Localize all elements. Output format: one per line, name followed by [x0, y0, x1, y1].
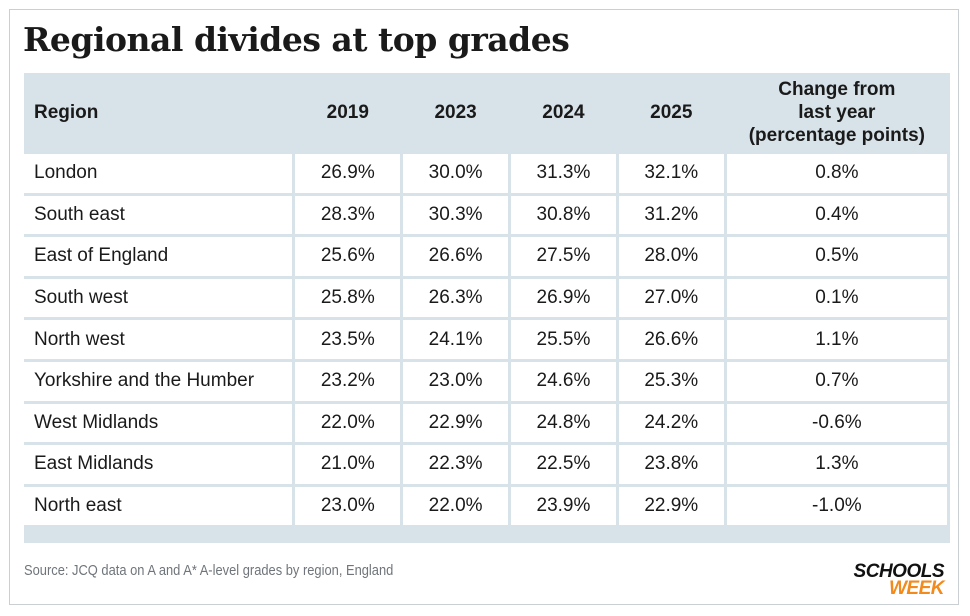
cell-change: 0.4%: [726, 195, 947, 235]
table-row: Yorkshire and the Humber 23.2% 23.0% 24.6% 2…: [24, 361, 947, 401]
cell-2025: 23.8%: [618, 445, 724, 484]
cell-region: North east: [24, 486, 293, 526]
cell-change: 0.5%: [726, 237, 947, 276]
cell-2024: 24.6%: [511, 361, 616, 401]
logo-line-2: WEEK: [889, 578, 945, 599]
cell-2023: 24.1%: [403, 320, 509, 359]
cell-region: Yorkshire and the Humber: [24, 361, 293, 401]
cell-2025: 27.0%: [618, 278, 724, 318]
cell-2019: 26.9%: [295, 154, 401, 193]
cell-change: 0.1%: [726, 278, 947, 318]
chart-title: Regional divides at top grades: [23, 20, 570, 59]
cell-2024: 24.8%: [511, 403, 616, 443]
cell-region: East of England: [24, 237, 293, 276]
header-change-line-1: Change from: [778, 78, 896, 100]
cell-change: 0.8%: [726, 154, 947, 193]
cell-2023: 26.6%: [403, 237, 509, 276]
cell-2025: 28.0%: [618, 237, 724, 276]
cell-2023: 22.9%: [403, 403, 509, 443]
header-2024: 2024: [511, 73, 616, 151]
source-note: Source: JCQ data on A and A* A-level gra…: [24, 562, 394, 579]
cell-2024: 27.5%: [511, 237, 616, 276]
cell-2025: 26.6%: [618, 320, 724, 359]
cell-2023: 23.0%: [403, 361, 509, 401]
cell-2025: 22.9%: [618, 486, 724, 526]
cell-region: North west: [24, 320, 293, 359]
infographic-frame: Regional divides at top grades Region 20…: [9, 9, 959, 605]
cell-2023: 30.0%: [403, 154, 509, 193]
header-2019: 2019: [295, 73, 401, 151]
cell-change: 1.1%: [726, 320, 947, 359]
header-change-line-3: (percentage points): [748, 124, 925, 146]
cell-2024: 22.5%: [511, 445, 616, 484]
data-table: Region 2019 2023 2024 2025 Change from l…: [21, 70, 950, 528]
cell-2024: 25.5%: [511, 320, 616, 359]
cell-2025: 32.1%: [618, 154, 724, 193]
header-2023: 2023: [403, 73, 509, 151]
table-row: South east 28.3% 30.3% 30.8% 31.2% 0.4%: [24, 195, 947, 235]
header-change-line-2: last year: [798, 101, 876, 123]
cell-2024: 26.9%: [511, 278, 616, 318]
cell-2019: 23.5%: [295, 320, 401, 359]
cell-change: 0.7%: [726, 361, 947, 401]
cell-2023: 22.3%: [403, 445, 509, 484]
table-row: East of England 25.6% 26.6% 27.5% 28.0% 0.5%: [24, 237, 947, 276]
cell-2025: 31.2%: [618, 195, 724, 235]
cell-region: South west: [24, 278, 293, 318]
table-row: North west 23.5% 24.1% 25.5% 26.6% 1.1%: [24, 320, 947, 359]
schools-week-logo: SCHOOLS WEEK: [853, 561, 945, 599]
cell-2023: 26.3%: [403, 278, 509, 318]
header-region: Region: [24, 73, 293, 151]
cell-2023: 30.3%: [403, 195, 509, 235]
table-row: West Midlands 22.0% 22.9% 24.8% 24.2% -0.6%: [24, 403, 947, 443]
cell-region: London: [24, 154, 293, 193]
cell-region: East Midlands: [24, 445, 293, 484]
cell-2019: 25.8%: [295, 278, 401, 318]
cell-2019: 25.6%: [295, 237, 401, 276]
cell-region: South east: [24, 195, 293, 235]
logo-line-1: SCHOOLS: [853, 561, 945, 582]
table-header-row: Region 2019 2023 2024 2025 Change from l…: [24, 73, 947, 151]
cell-2019: 23.2%: [295, 361, 401, 401]
cell-2019: 23.0%: [295, 486, 401, 526]
table-body: London 26.9% 30.0% 31.3% 32.1% 0.8% South east…: [24, 154, 947, 526]
header-change: Change from last year (percentage points…: [726, 73, 947, 151]
cell-2025: 25.3%: [618, 361, 724, 401]
cell-2024: 23.9%: [511, 486, 616, 526]
table-row: London 26.9% 30.0% 31.3% 32.1% 0.8%: [24, 154, 947, 193]
cell-change: -1.0%: [726, 486, 947, 526]
cell-2019: 28.3%: [295, 195, 401, 235]
header-2025: 2025: [618, 73, 724, 151]
table-row: South west 25.8% 26.3% 26.9% 27.0% 0.1%: [24, 278, 947, 318]
data-table-container: Region 2019 2023 2024 2025 Change from l…: [24, 73, 950, 543]
cell-change: -0.6%: [726, 403, 947, 443]
cell-change: 1.3%: [726, 445, 947, 484]
table-row: North east 23.0% 22.0% 23.9% 22.9% -1.0%: [24, 486, 947, 526]
table-row: East Midlands 21.0% 22.3% 22.5% 23.8% 1.3%: [24, 445, 947, 484]
cell-region: West Midlands: [24, 403, 293, 443]
cell-2024: 30.8%: [511, 195, 616, 235]
cell-2025: 24.2%: [618, 403, 724, 443]
cell-2024: 31.3%: [511, 154, 616, 193]
cell-2023: 22.0%: [403, 486, 509, 526]
cell-2019: 21.0%: [295, 445, 401, 484]
cell-2019: 22.0%: [295, 403, 401, 443]
